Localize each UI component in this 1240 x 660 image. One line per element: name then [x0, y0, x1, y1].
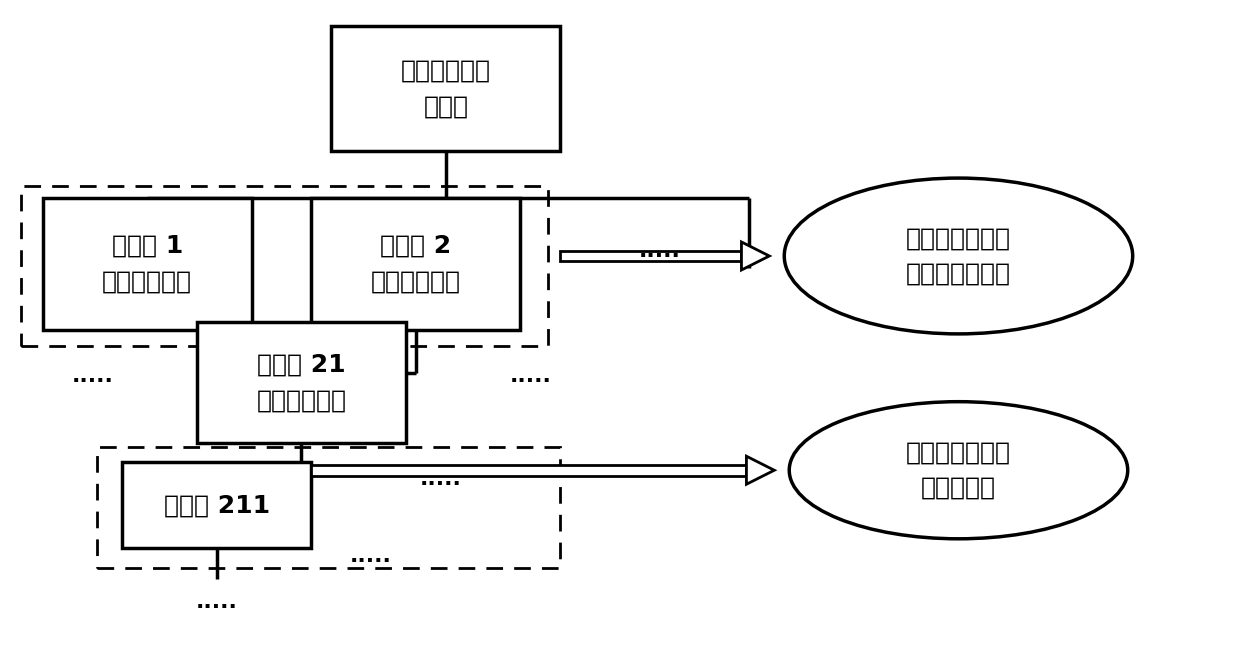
Bar [197, 322, 405, 443]
Text: ·····: ····· [420, 475, 461, 494]
Polygon shape [746, 456, 774, 484]
Text: ·····: ····· [196, 597, 238, 616]
Bar [21, 186, 548, 346]
Text: 表征故障模式的
行为与状态: 表征故障模式的 行为与状态 [906, 440, 1011, 500]
Text: ·····: ····· [510, 371, 552, 391]
Text: ·····: ····· [72, 371, 113, 391]
Text: 子功能 1
（行为状态）: 子功能 1 （行为状态） [102, 234, 192, 294]
Ellipse shape [784, 178, 1132, 334]
Ellipse shape [789, 402, 1127, 539]
Text: 子功能 21
（故障模式）: 子功能 21 （故障模式） [257, 353, 346, 412]
Text: 复杂机电系统
总功能: 复杂机电系统 总功能 [401, 59, 491, 118]
Text: 子功能 211: 子功能 211 [164, 493, 270, 517]
Bar [311, 465, 746, 476]
Text: 表征系统功能正
常的行为与状态: 表征系统功能正 常的行为与状态 [906, 226, 1011, 286]
Text: 子功能 2
（行为状态）: 子功能 2 （行为状态） [371, 234, 461, 294]
Bar [311, 197, 521, 330]
Polygon shape [742, 242, 769, 270]
Text: ·····: ····· [639, 246, 681, 266]
Bar [123, 463, 311, 548]
Text: ·····: ····· [350, 551, 392, 572]
Bar [560, 251, 742, 261]
Bar [98, 447, 560, 568]
Bar [331, 26, 560, 150]
Bar [42, 197, 252, 330]
